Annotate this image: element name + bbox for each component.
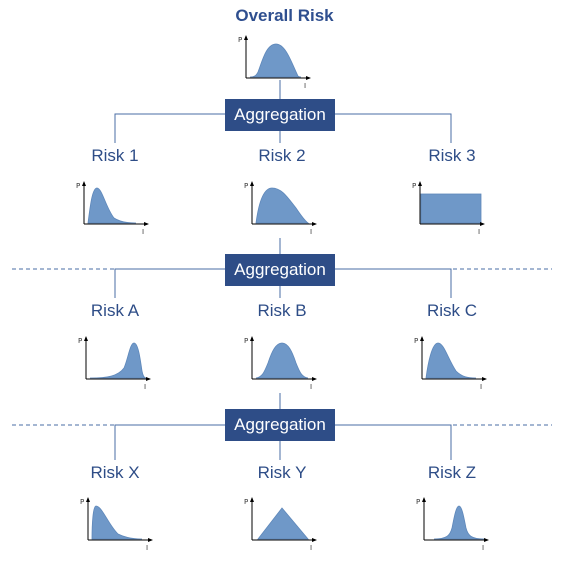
aggregation-box-2: Aggregation: [225, 254, 335, 286]
x-axis-label: I: [480, 383, 482, 391]
risk-z-label: Risk Z: [427, 463, 477, 482]
risk-3-label: Risk 3: [428, 146, 476, 165]
risk-y-label: Risk Y: [257, 463, 307, 482]
x-axis-label: I: [310, 544, 312, 552]
y-axis-label: P: [244, 182, 248, 190]
risk-a-label: Risk A: [90, 301, 140, 320]
risk-b-distribution-chart: P I: [244, 333, 324, 393]
x-axis-label: I: [478, 228, 480, 236]
risk-a-distribution-chart: P I: [78, 333, 158, 393]
x-axis-label: I: [142, 228, 144, 236]
y-axis-label: P: [412, 182, 416, 190]
x-axis-label: I: [146, 544, 148, 552]
risk-2-label: Risk 2: [258, 146, 306, 165]
x-axis-label: I: [304, 82, 306, 90]
x-axis-label: I: [310, 228, 312, 236]
x-axis-label: I: [482, 544, 484, 552]
risk-b-label: Risk B: [257, 301, 307, 320]
risk-1-label: Risk 1: [91, 146, 139, 165]
y-axis-label: P: [80, 498, 84, 506]
y-axis-label: P: [244, 337, 248, 345]
overall-risk-distribution-chart: P I: [238, 32, 318, 92]
y-axis-label: P: [78, 337, 82, 345]
y-axis-label: P: [238, 36, 242, 44]
y-axis-label: P: [416, 498, 420, 506]
risk-x-distribution-chart: P I: [80, 494, 160, 554]
aggregation-box-1: Aggregation: [225, 99, 335, 131]
risk-y-distribution-chart: P I: [244, 494, 324, 554]
risk-c-label: Risk C: [426, 301, 478, 320]
risk-3-distribution-chart: P I: [412, 178, 492, 238]
x-axis-label: I: [144, 383, 146, 391]
diagram-title: Overall Risk: [235, 6, 334, 25]
y-axis-label: P: [244, 498, 248, 506]
y-axis-label: P: [414, 337, 418, 345]
risk-1-distribution-chart: P I: [76, 178, 156, 238]
risk-x-label: Risk X: [90, 463, 140, 482]
risk-z-distribution-chart: P I: [416, 494, 496, 554]
y-axis-label: P: [76, 182, 80, 190]
risk-c-distribution-chart: P I: [414, 333, 494, 393]
risk-2-distribution-chart: P I: [244, 178, 324, 238]
x-axis-label: I: [310, 383, 312, 391]
aggregation-box-3: Aggregation: [225, 409, 335, 441]
